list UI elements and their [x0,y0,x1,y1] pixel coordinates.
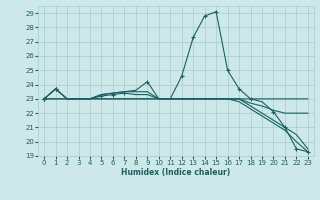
X-axis label: Humidex (Indice chaleur): Humidex (Indice chaleur) [121,168,231,177]
